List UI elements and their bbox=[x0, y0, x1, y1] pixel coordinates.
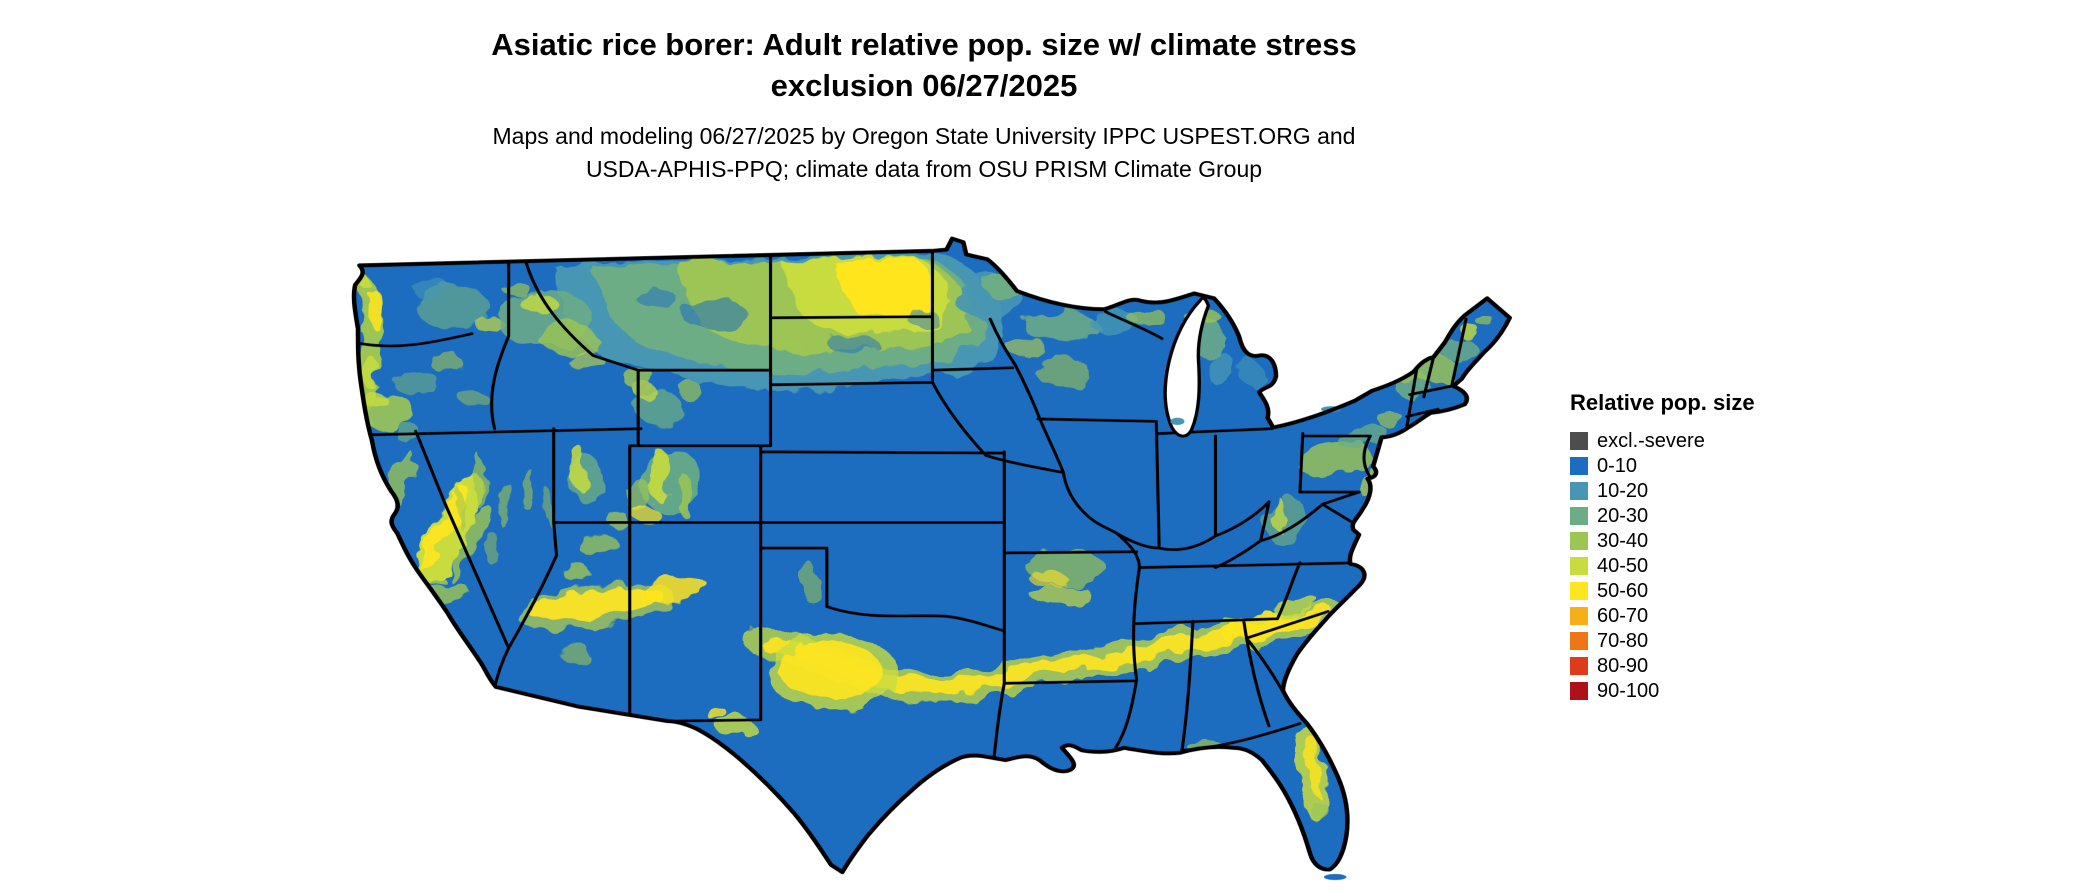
legend-swatch bbox=[1570, 681, 1588, 700]
legend-swatch bbox=[1570, 606, 1588, 625]
legend-swatch bbox=[1570, 656, 1588, 675]
legend-item-label: excl.-severe bbox=[1597, 429, 1705, 452]
legend-item-label: 20-30 bbox=[1597, 504, 1649, 527]
legend-item-label: 50-60 bbox=[1597, 579, 1649, 602]
legend-item: 20-30 bbox=[1570, 503, 1850, 528]
legend-item: excl.-severe bbox=[1570, 428, 1850, 453]
state-borders bbox=[353, 249, 1468, 769]
legend-items: excl.-severe 0-10 10-20 20-30 30-40 40-5… bbox=[1570, 428, 1850, 703]
map-title: Asiatic rice borer: Adult relative pop. … bbox=[0, 24, 1848, 106]
legend-item: 40-50 bbox=[1570, 553, 1850, 578]
legend-item-label: 10-20 bbox=[1597, 479, 1649, 502]
legend-swatch bbox=[1570, 431, 1588, 450]
legend-item: 0-10 bbox=[1570, 453, 1850, 478]
us-map-figure bbox=[296, 224, 1528, 888]
legend-item-label: 90-100 bbox=[1597, 679, 1660, 702]
legend-item: 70-80 bbox=[1570, 628, 1850, 653]
legend-swatch bbox=[1570, 581, 1588, 600]
legend-swatch bbox=[1570, 506, 1588, 525]
florida-keys-raster-dash bbox=[1323, 873, 1347, 881]
legend-item: 10-20 bbox=[1570, 478, 1850, 503]
us-map bbox=[351, 236, 1512, 881]
legend-item-label: 0-10 bbox=[1597, 454, 1638, 477]
header: Asiatic rice borer: Adult relative pop. … bbox=[0, 24, 1848, 186]
legend-swatch bbox=[1570, 456, 1588, 475]
lake-raster-dash bbox=[1170, 417, 1185, 426]
map-subtitle-line-1: Maps and modeling 06/27/2025 by Oregon S… bbox=[492, 123, 1356, 149]
map-subtitle-line-2: USDA-APHIS-PPQ; climate data from OSU PR… bbox=[585, 156, 1263, 182]
legend-title: Relative pop. size bbox=[1570, 390, 1755, 415]
legend-item: 60-70 bbox=[1570, 603, 1850, 628]
us-outline bbox=[351, 236, 1512, 875]
map-title-line-1: Asiatic rice borer: Adult relative pop. … bbox=[491, 27, 1357, 62]
legend-item: 90-100 bbox=[1570, 678, 1850, 703]
lake-michigan-shape bbox=[1163, 296, 1211, 438]
legend-item: 50-60 bbox=[1570, 578, 1850, 603]
legend-item-label: 30-40 bbox=[1597, 529, 1649, 552]
legend-swatch bbox=[1570, 556, 1588, 575]
legend-item-label: 70-80 bbox=[1597, 629, 1649, 652]
legend-item-label: 60-70 bbox=[1597, 604, 1649, 627]
legend-item: 80-90 bbox=[1570, 653, 1850, 678]
map-title-line-2: exclusion 06/27/2025 bbox=[770, 68, 1078, 103]
legend: Relative pop. size excl.-severe 0-10 10-… bbox=[1570, 392, 1850, 703]
raster-overlay bbox=[353, 250, 1492, 824]
legend-item-label: 80-90 bbox=[1597, 654, 1649, 677]
legend-swatch bbox=[1570, 531, 1588, 550]
legend-swatch bbox=[1570, 481, 1588, 500]
legend-item-label: 40-50 bbox=[1597, 554, 1649, 577]
legend-swatch bbox=[1570, 631, 1588, 650]
legend-item: 30-40 bbox=[1570, 528, 1850, 553]
map-subtitle: Maps and modeling 06/27/2025 by Oregon S… bbox=[0, 120, 1848, 186]
